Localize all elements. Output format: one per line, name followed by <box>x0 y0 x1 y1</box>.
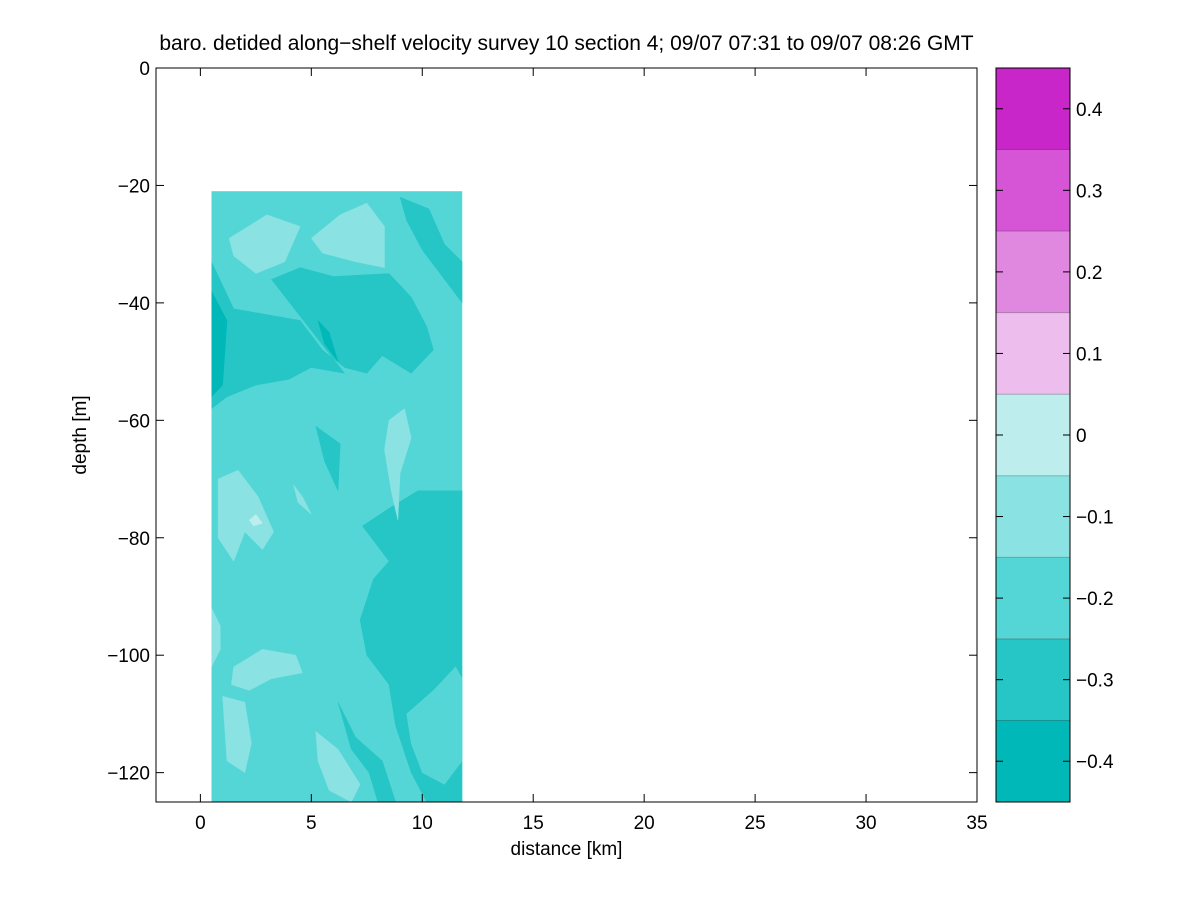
y-tick-label: −60 <box>118 411 150 432</box>
x-tick-label: 15 <box>523 813 544 834</box>
x-axis: 0 5 10 15 20 25 30 35 <box>195 68 988 834</box>
x-tick-label: 5 <box>306 813 317 834</box>
colorbar-tick-label: −0.4 <box>1076 752 1114 773</box>
colorbar: 0.4 0.3 0.2 0.1 0 −0.1 −0.2 −0.3 −0.4 <box>995 67 1114 803</box>
contour-region-14 <box>293 484 312 515</box>
colorbar-swatch <box>996 638 1070 721</box>
y-tick-label: −20 <box>118 176 150 197</box>
contour-region-18 <box>315 730 361 802</box>
x-tick-label: 0 <box>195 813 206 834</box>
colorbar-swatch <box>996 231 1070 313</box>
contour-region-7 <box>317 320 339 362</box>
colorbar-tick-label: 0.2 <box>1076 263 1102 284</box>
y-tick-label: −120 <box>107 764 150 785</box>
x-tick-label: 10 <box>412 813 433 834</box>
plot-area <box>155 67 978 803</box>
plot-frame <box>155 67 978 803</box>
x-tick-label: 25 <box>745 813 766 834</box>
x-tick-label: 30 <box>855 813 876 834</box>
contour-region-11 <box>406 666 463 785</box>
contour-region-3 <box>310 202 385 268</box>
x-tick-label: 20 <box>634 813 655 834</box>
contour-region-6 <box>211 290 228 398</box>
y-axis-label: depth [m] <box>70 395 91 474</box>
colorbar-tick-label: 0.1 <box>1076 344 1102 365</box>
contour-region-5 <box>399 196 463 304</box>
colorbar-swatch <box>996 394 1070 476</box>
colorbar-swatch <box>996 475 1070 558</box>
contour-region-8 <box>315 425 341 491</box>
colorbar-tick-label: 0.4 <box>1076 100 1103 121</box>
colorbar-swatch <box>996 68 1070 150</box>
contour-region-2 <box>228 214 301 274</box>
contour-region-19 <box>248 513 263 527</box>
colorbar-swatch <box>996 149 1070 232</box>
colorbar-tick-label: −0.2 <box>1076 589 1114 610</box>
colorbar-swatch <box>996 312 1070 395</box>
chart-title: baro. detided along−shelf velocity surve… <box>159 32 973 55</box>
contour-region-10 <box>337 702 396 802</box>
colorbar-tick-label: −0.1 <box>1076 508 1114 529</box>
colorbar-swatch <box>996 720 1070 802</box>
contour-region-17 <box>222 695 252 774</box>
y-axis: 0 −20 −40 −60 −80 −100 −120 <box>107 59 977 785</box>
x-axis-label: distance [km] <box>511 839 623 860</box>
contour-region-16 <box>211 608 221 668</box>
y-tick-label: −40 <box>118 294 150 315</box>
y-tick-label: −80 <box>118 529 150 550</box>
y-tick-label: −100 <box>107 646 150 667</box>
x-tick-label: 35 <box>966 813 987 834</box>
contour-region-12 <box>384 408 412 521</box>
y-tick-label: 0 <box>139 59 150 80</box>
colorbar-swatch <box>996 557 1070 639</box>
colorbar-tick-label: 0 <box>1076 426 1087 447</box>
colorbar-tick-label: 0.3 <box>1076 181 1102 202</box>
contour-region-13 <box>217 469 274 562</box>
contour-region-15 <box>231 649 303 691</box>
colorbar-tick-label: −0.3 <box>1076 671 1114 692</box>
